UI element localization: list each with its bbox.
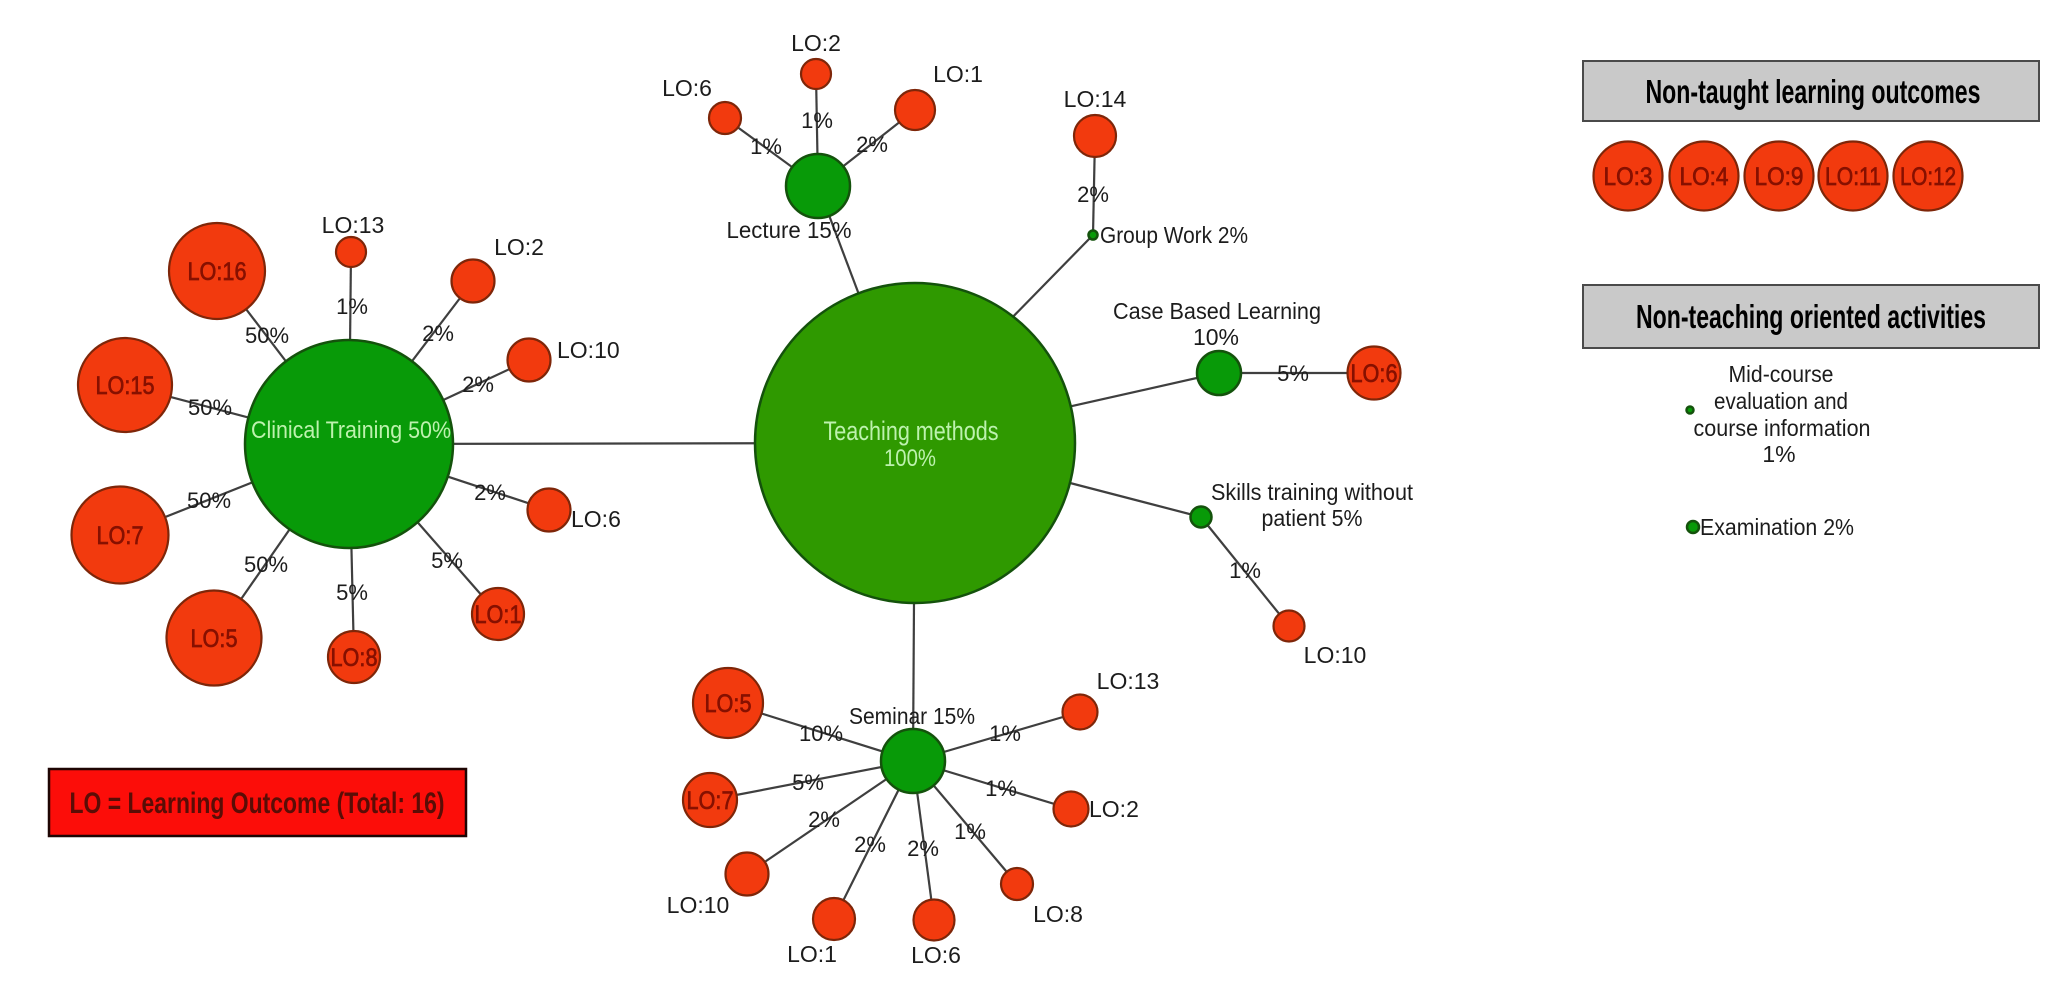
- svg-text:Mid-course: Mid-course: [1729, 361, 1834, 387]
- svg-text:LO:6: LO:6: [911, 942, 961, 968]
- svg-text:1%: 1%: [336, 294, 368, 319]
- svg-text:LO:14: LO:14: [1064, 86, 1127, 112]
- svg-text:1%: 1%: [1762, 441, 1795, 467]
- svg-text:Group Work 2%: Group Work 2%: [1100, 222, 1248, 248]
- svg-text:LO:10: LO:10: [1304, 642, 1367, 668]
- svg-text:Clinical Training 50%: Clinical Training 50%: [251, 417, 451, 444]
- svg-text:Seminar 15%: Seminar 15%: [849, 703, 975, 729]
- svg-text:Skills training without: Skills training without: [1211, 479, 1414, 505]
- svg-text:Examination 2%: Examination 2%: [1700, 514, 1854, 540]
- svg-text:50%: 50%: [187, 488, 231, 513]
- svg-text:1%: 1%: [989, 721, 1021, 746]
- svg-text:LO:1: LO:1: [933, 61, 983, 87]
- svg-text:LO:2: LO:2: [494, 234, 544, 260]
- svg-text:LO:1: LO:1: [475, 601, 522, 629]
- svg-text:2%: 2%: [856, 132, 888, 157]
- svg-text:10%: 10%: [1193, 324, 1239, 350]
- svg-text:100%: 100%: [884, 445, 936, 472]
- svg-text:2%: 2%: [462, 372, 494, 397]
- svg-text:2%: 2%: [907, 836, 939, 861]
- svg-text:LO:7: LO:7: [687, 787, 734, 815]
- svg-text:LO:6: LO:6: [571, 506, 621, 532]
- svg-text:2%: 2%: [808, 807, 840, 832]
- svg-text:Non-teaching oriented activiti: Non-teaching oriented activities: [1636, 298, 1986, 335]
- svg-text:5%: 5%: [431, 548, 463, 573]
- svg-text:LO:6: LO:6: [662, 75, 712, 101]
- svg-text:Teaching methods: Teaching methods: [824, 416, 999, 446]
- svg-text:1%: 1%: [801, 108, 833, 133]
- svg-text:5%: 5%: [792, 770, 824, 795]
- svg-text:LO:8: LO:8: [1033, 901, 1083, 927]
- svg-text:1%: 1%: [954, 819, 986, 844]
- svg-text:LO:13: LO:13: [1097, 668, 1160, 694]
- svg-text:LO:1: LO:1: [787, 941, 837, 967]
- svg-text:LO:3: LO:3: [1604, 163, 1653, 191]
- svg-text:Non-taught learning outcomes: Non-taught learning outcomes: [1646, 73, 1981, 110]
- svg-text:Case Based Learning: Case Based Learning: [1113, 298, 1321, 324]
- svg-text:50%: 50%: [245, 323, 289, 348]
- svg-text:LO:5: LO:5: [705, 690, 752, 718]
- svg-text:2%: 2%: [1077, 182, 1109, 207]
- svg-text:LO:9: LO:9: [1755, 163, 1804, 191]
- svg-text:LO:8: LO:8: [331, 644, 378, 672]
- svg-text:LO:13: LO:13: [322, 212, 385, 238]
- svg-text:2%: 2%: [854, 832, 886, 857]
- svg-text:LO:2: LO:2: [1089, 796, 1139, 822]
- svg-text:LO:5: LO:5: [191, 625, 238, 653]
- svg-text:1%: 1%: [750, 134, 782, 159]
- svg-text:5%: 5%: [1277, 361, 1309, 386]
- svg-text:LO:6: LO:6: [1351, 360, 1398, 388]
- svg-text:50%: 50%: [244, 552, 288, 577]
- svg-text:50%: 50%: [188, 395, 232, 420]
- svg-text:LO:16: LO:16: [188, 258, 247, 286]
- svg-text:2%: 2%: [474, 480, 506, 505]
- svg-text:LO:4: LO:4: [1680, 163, 1729, 191]
- svg-text:10%: 10%: [799, 721, 843, 746]
- svg-text:LO:10: LO:10: [667, 892, 730, 918]
- svg-text:1%: 1%: [1229, 558, 1261, 583]
- svg-text:course information: course information: [1694, 415, 1871, 441]
- svg-text:5%: 5%: [336, 580, 368, 605]
- svg-text:Lecture 15%: Lecture 15%: [727, 217, 852, 243]
- svg-text:LO:10: LO:10: [557, 337, 620, 363]
- svg-text:LO:7: LO:7: [97, 522, 144, 550]
- svg-text:evaluation and: evaluation and: [1714, 388, 1848, 414]
- svg-text:patient 5%: patient 5%: [1262, 505, 1363, 531]
- svg-text:LO:12: LO:12: [1900, 163, 1956, 191]
- svg-text:LO:11: LO:11: [1825, 163, 1881, 191]
- svg-text:1%: 1%: [985, 776, 1017, 801]
- svg-text:LO:2: LO:2: [791, 30, 841, 56]
- svg-text:2%: 2%: [422, 321, 454, 346]
- svg-text:LO = Learning Outcome (Total:: LO = Learning Outcome (Total: 16): [70, 787, 445, 820]
- svg-text:LO:15: LO:15: [96, 372, 155, 400]
